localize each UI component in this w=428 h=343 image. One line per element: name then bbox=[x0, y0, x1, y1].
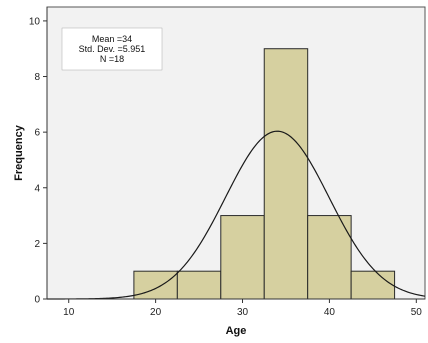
y-tick-label: 2 bbox=[34, 239, 40, 250]
histogram-bar bbox=[263, 48, 309, 300]
x-tick-label: 20 bbox=[150, 307, 162, 318]
histogram-bar bbox=[307, 215, 352, 300]
normal-curve bbox=[47, 130, 426, 300]
stats-box-frame bbox=[61, 27, 163, 71]
stats-n: N =18 bbox=[100, 54, 124, 64]
y-axis-title: Frequency bbox=[13, 124, 25, 181]
histogram-bar bbox=[350, 270, 396, 300]
x-tick-label: 30 bbox=[237, 307, 249, 318]
x-tick-label: 50 bbox=[411, 307, 423, 318]
x-tick-label: 40 bbox=[324, 307, 336, 318]
stats-box: Mean =34 Std. Dev. =5.951 N =18 bbox=[61, 27, 163, 71]
axes-layer: 10 20 30 40 50 0 2 4 6 8 10 bbox=[29, 7, 425, 318]
stats-std-dev: Std. Dev. =5.951 bbox=[79, 44, 146, 54]
y-tick-label: 4 bbox=[34, 183, 40, 194]
x-axis-title: Age bbox=[226, 325, 247, 337]
histogram-bar bbox=[220, 215, 265, 300]
histogram-bar bbox=[133, 270, 178, 300]
x-tick-label: 10 bbox=[63, 307, 75, 318]
y-tick-label: 8 bbox=[34, 72, 40, 83]
stats-mean: Mean =34 bbox=[92, 34, 132, 44]
histogram-bar bbox=[176, 270, 222, 300]
y-tick-label: 10 bbox=[29, 16, 41, 27]
y-tick-label: 6 bbox=[34, 128, 40, 139]
y-tick-label: 0 bbox=[34, 295, 40, 306]
